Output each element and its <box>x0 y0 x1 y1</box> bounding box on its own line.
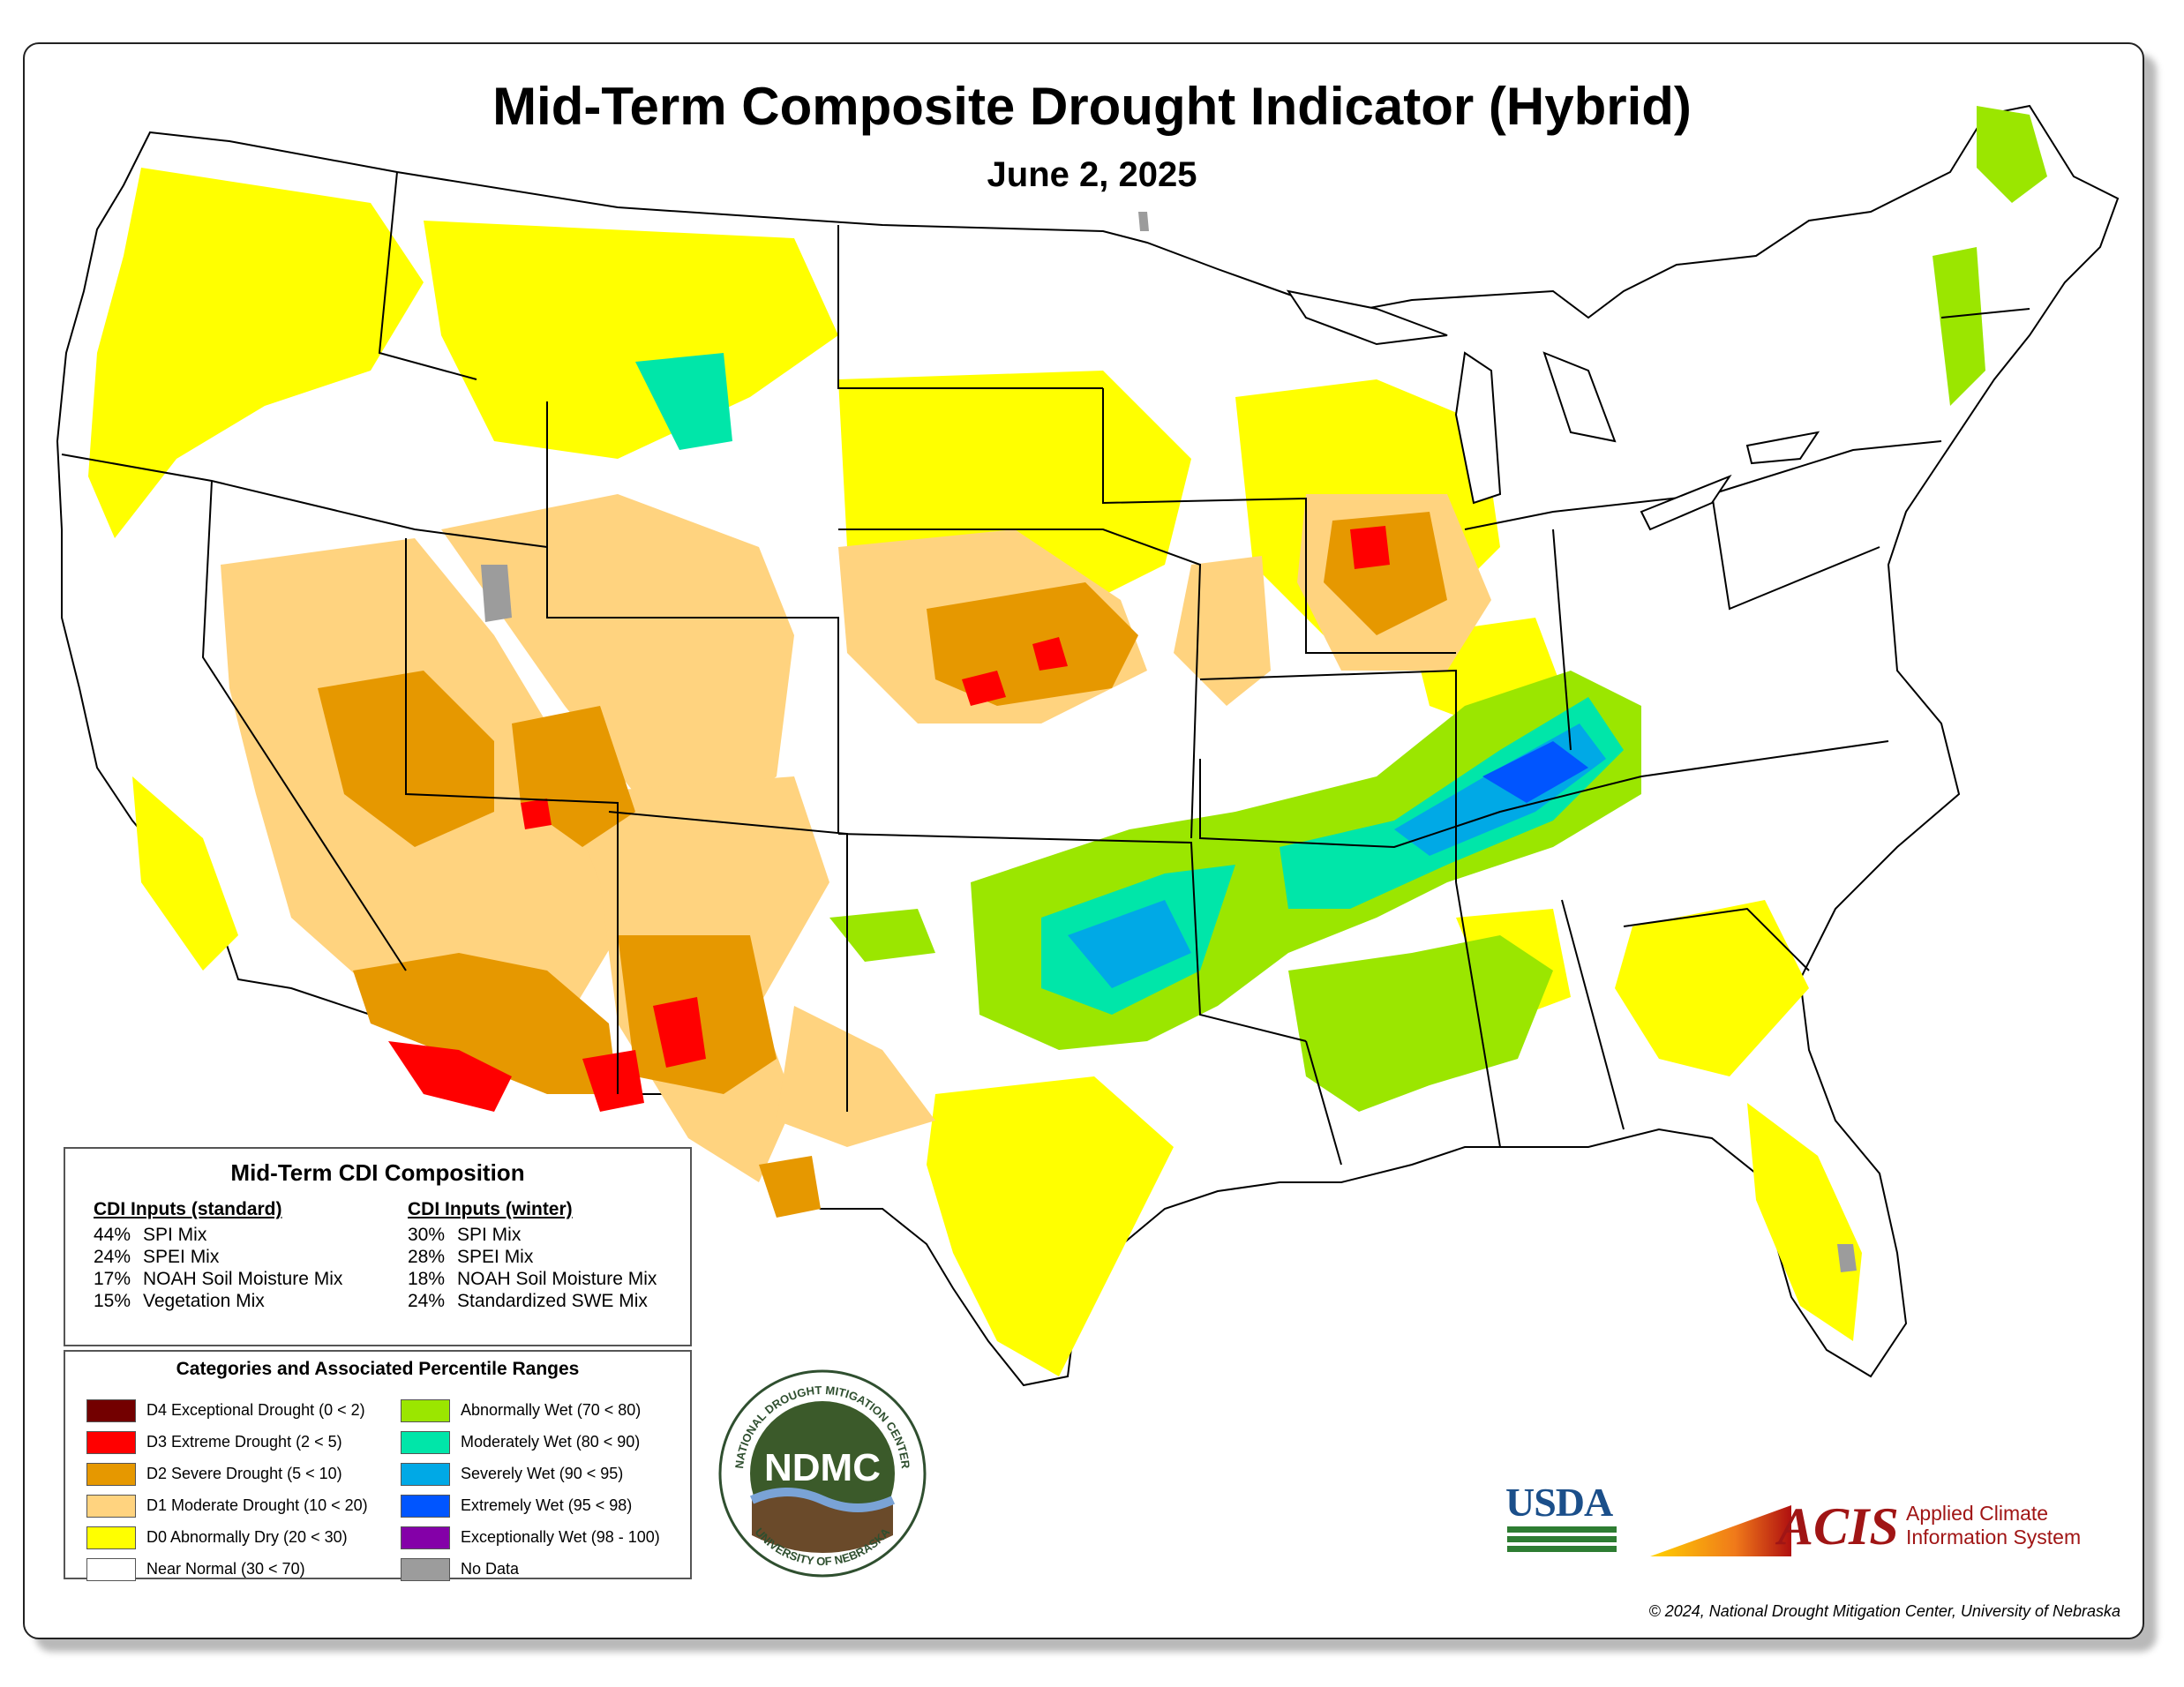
legend-item: Extremely Wet (95 < 98) <box>401 1493 632 1518</box>
legend-swatch <box>86 1495 136 1518</box>
winter-inputs: CDI Inputs (winter) 30% SPI Mix 28% SPEI M… <box>408 1198 657 1312</box>
legend-label: No Data <box>461 1560 520 1578</box>
categories-heading: Categories and Associated Percentile Ran… <box>176 1359 580 1379</box>
legend-swatch <box>401 1558 450 1582</box>
winter-row: 24% Standardized SWE Mix <box>408 1291 648 1311</box>
acis-name: Applied Climate Information System <box>1906 1502 2081 1549</box>
legend-swatch <box>401 1526 450 1550</box>
extremely-wet-areas <box>1482 741 1588 803</box>
standard-row: 24% SPEI Mix <box>94 1247 220 1267</box>
legend-item: D1 Moderate Drought (10 < 20) <box>86 1493 368 1518</box>
legend-label: D1 Moderate Drought (10 < 20) <box>146 1496 368 1514</box>
winter-row: 18% NOAH Soil Moisture Mix <box>408 1269 657 1289</box>
d3-areas <box>388 526 1390 1112</box>
legend-item: D4 Exceptional Drought (0 < 2) <box>86 1398 365 1423</box>
legend-label: D3 Extreme Drought (2 < 5) <box>146 1433 342 1451</box>
standard-row: 15% Vegetation Mix <box>94 1291 265 1311</box>
standard-inputs: CDI Inputs (standard) 44% SPI Mix 24% SPEI… <box>94 1198 342 1312</box>
composition-box: Mid-Term CDI Composition CDI Inputs (sta… <box>64 1147 692 1346</box>
legend-item: No Data <box>401 1556 520 1582</box>
acis-line2: Information System <box>1906 1526 2082 1548</box>
map-date: June 2, 2025 <box>987 155 1197 194</box>
legend-item: Abnormally Wet (70 < 80) <box>401 1398 642 1423</box>
acis-line1: Applied Climate <box>1906 1502 2049 1525</box>
winter-row: 28% SPEI Mix <box>408 1247 534 1267</box>
legend-item: Severely Wet (90 < 95) <box>401 1461 624 1487</box>
legend-label: Abnormally Wet (70 < 80) <box>461 1401 642 1419</box>
ndmc-text: NDMC <box>764 1446 881 1489</box>
composition-heading: Mid-Term CDI Composition <box>230 1159 525 1186</box>
winter-row: 30% SPI Mix <box>408 1225 522 1245</box>
legend-swatch <box>401 1431 450 1455</box>
legend-item: D3 Extreme Drought (2 < 5) <box>86 1429 342 1455</box>
copyright: © 2024, National Drought Mitigation Cent… <box>1648 1602 2120 1620</box>
legend-label: D4 Exceptional Drought (0 < 2) <box>146 1401 365 1419</box>
legend-label: D2 Severe Drought (5 < 10) <box>146 1465 342 1482</box>
legend-label: Severely Wet (90 < 95) <box>461 1465 624 1482</box>
legend-label: Exceptionally Wet (98 - 100) <box>461 1528 660 1546</box>
standard-row: 17% NOAH Soil Moisture Mix <box>94 1269 343 1289</box>
legend-swatch <box>401 1399 450 1423</box>
acis-logo: ACIS <box>1778 1497 1899 1556</box>
legend-swatch <box>401 1495 450 1518</box>
categories-legend: Categories and Associated Percentile Ran… <box>64 1350 692 1582</box>
legend-swatch <box>401 1463 450 1487</box>
great-lakes <box>1286 289 1820 531</box>
usda-logo: USDA <box>1505 1480 1613 1525</box>
map-title: Mid-Term Composite Drought Indicator (Hy… <box>492 77 1692 136</box>
legend-item: Exceptionally Wet (98 - 100) <box>401 1525 660 1550</box>
legend-swatch <box>86 1526 136 1550</box>
legend-label: Moderately Wet (80 < 90) <box>461 1433 641 1451</box>
legend-label: Near Normal (30 < 70) <box>146 1560 305 1578</box>
legend-item: D0 Abnormally Dry (20 < 30) <box>86 1525 348 1550</box>
no-data-areas <box>481 212 1857 1272</box>
winter-heading: CDI Inputs (winter) <box>408 1199 573 1219</box>
legend-item: D2 Severe Drought (5 < 10) <box>86 1461 342 1487</box>
legend-label: D0 Abnormally Dry (20 < 30) <box>146 1528 348 1546</box>
usda-bars <box>1507 1526 1617 1556</box>
standard-row: 44% SPI Mix <box>94 1225 207 1245</box>
legend-swatch <box>86 1558 136 1582</box>
legend-item: Moderately Wet (80 < 90) <box>401 1429 641 1455</box>
legend-swatch <box>86 1431 136 1455</box>
legend-item: Near Normal (30 < 70) <box>86 1556 305 1582</box>
legend-label: Extremely Wet (95 < 98) <box>461 1496 633 1514</box>
legend-swatch <box>86 1399 136 1423</box>
legend-swatch <box>86 1463 136 1487</box>
acis-swoosh <box>1650 1505 1791 1556</box>
ndmc-logo: NDMC NATIONAL DROUGHT MITIGATION CENTER … <box>718 1369 927 1578</box>
standard-heading: CDI Inputs (standard) <box>94 1199 282 1219</box>
state-borders <box>61 171 2030 1166</box>
